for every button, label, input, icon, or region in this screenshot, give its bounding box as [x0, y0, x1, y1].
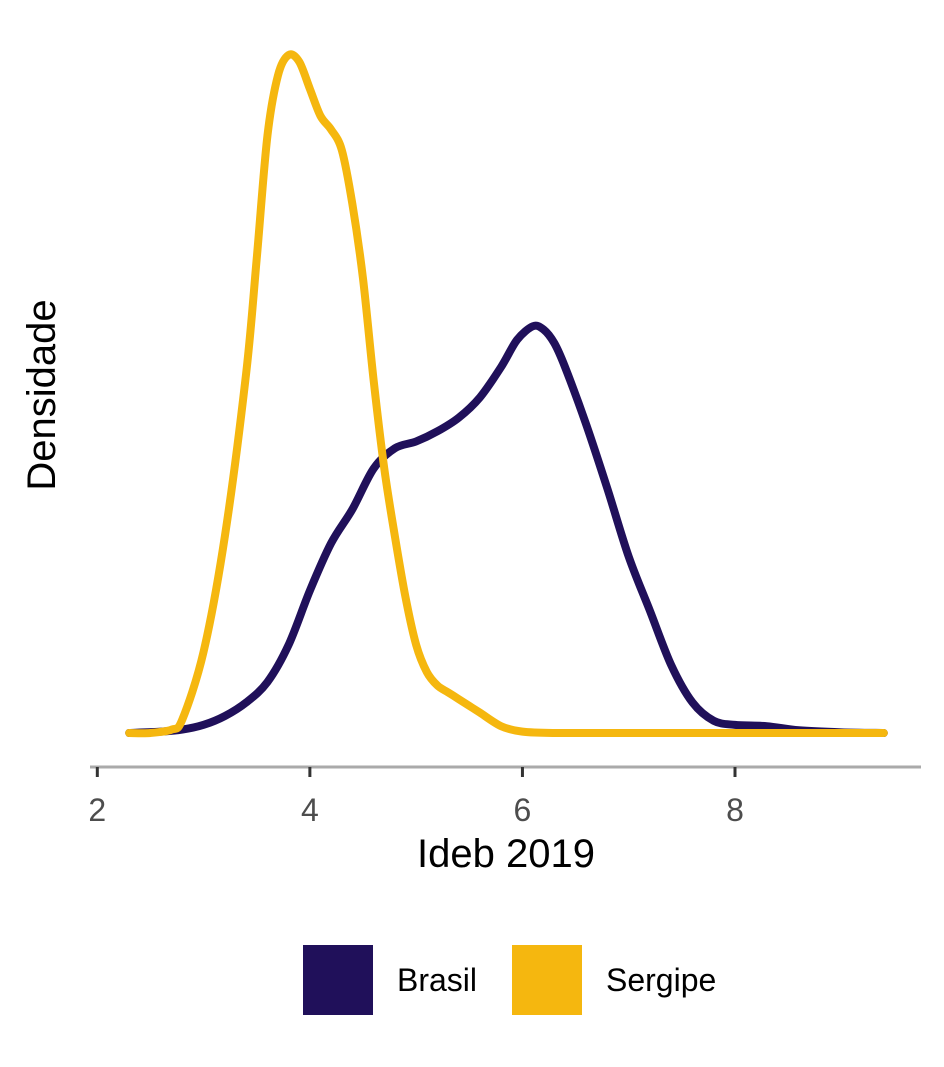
y-axis-title: Densidade	[20, 299, 64, 490]
legend-key-brasil	[303, 945, 373, 1015]
density-line-sergipe	[125, 50, 888, 738]
legend-key-sergipe	[512, 945, 582, 1015]
x-axis: 2 4 6 8	[88, 765, 921, 828]
x-tick-label-4: 4	[301, 792, 319, 828]
x-tick-label-8: 8	[726, 792, 744, 828]
density-line-brasil	[125, 321, 888, 737]
x-axis-title: Ideb 2019	[417, 832, 595, 876]
legend-label-sergipe: Sergipe	[606, 962, 716, 998]
x-tick-label-6: 6	[514, 792, 532, 828]
curves-layer	[125, 50, 888, 738]
legend-label-brasil: Brasil	[397, 962, 477, 998]
x-tick-label-2: 2	[88, 792, 106, 828]
legend: Brasil Sergipe	[303, 945, 716, 1015]
